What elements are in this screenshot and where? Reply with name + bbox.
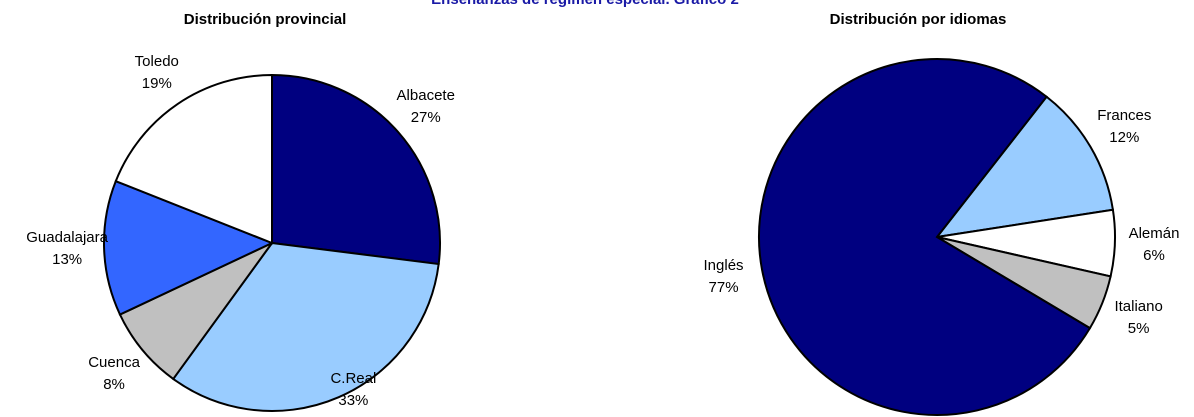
- value-label: 6%: [1143, 246, 1165, 264]
- value-label: 33%: [338, 392, 369, 409]
- value-label: 12%: [1109, 129, 1140, 147]
- chart-title: Distribución provincial: [183, 11, 347, 28]
- category-label: Guadalajara: [26, 229, 108, 247]
- pie-slice: [114, 73, 273, 245]
- category-label: Inglés: [703, 256, 744, 274]
- value-label: 8%: [103, 375, 125, 393]
- category-label: Toledo: [134, 53, 179, 71]
- pie-slice: [171, 241, 440, 412]
- category-label: Frances: [1097, 107, 1152, 125]
- pie-slice: [757, 58, 1092, 416]
- category-label: Albacete: [396, 87, 455, 105]
- chart-title: Distribución por idiomas: [829, 11, 1007, 28]
- slice-label: Albacete 27%: [380, 85, 472, 129]
- value-label: 5%: [1127, 319, 1150, 337]
- pie-slice: [934, 95, 1115, 239]
- slice-label: Guadalajara 13%: [21, 227, 113, 271]
- slice-label: Italiano 5%: [1093, 296, 1185, 340]
- category-label: Alemán: [1128, 224, 1180, 242]
- slice-label: Cuenca 8%: [68, 352, 160, 396]
- slice-label: Inglés 77%: [678, 255, 770, 299]
- pie-slice: [103, 179, 275, 316]
- page-title: Enseñanzas de régimen especial. Gráfico …: [431, 0, 739, 8]
- slice-label: Alemán 6%: [1108, 223, 1194, 267]
- value-label: 77%: [708, 278, 739, 296]
- value-label: 27%: [410, 109, 441, 127]
- slice-label: C.Real 33%: [307, 368, 399, 412]
- value-label: 19%: [141, 75, 172, 93]
- category-label: Italiano: [1114, 297, 1163, 315]
- slice-label: Toledo 19%: [111, 51, 203, 95]
- category-label: Cuenca: [88, 353, 140, 371]
- value-label: 13%: [52, 251, 83, 269]
- slice-label: Frances 12%: [1078, 105, 1170, 149]
- pie-slice: [271, 73, 441, 266]
- category-label: C.Real: [330, 370, 377, 387]
